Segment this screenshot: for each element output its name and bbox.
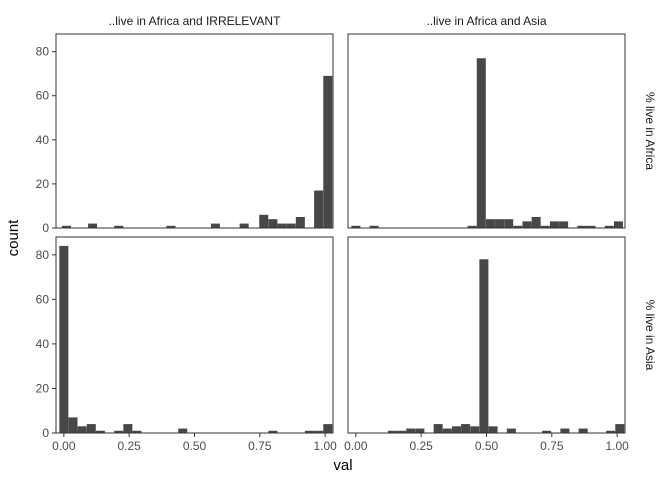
histogram-bar xyxy=(415,428,425,433)
histogram-bar xyxy=(606,430,616,433)
histogram-bar xyxy=(613,221,623,228)
histogram-bar xyxy=(397,430,407,433)
histogram-bar xyxy=(323,424,333,433)
histogram-bar xyxy=(504,219,514,228)
histogram-bar xyxy=(95,430,105,433)
y-tick-label: 80 xyxy=(36,45,50,59)
x-tick-label: 0.75 xyxy=(248,439,272,453)
histogram-bar xyxy=(239,223,249,228)
x-tick-label: 1.00 xyxy=(313,439,337,453)
histogram-bar xyxy=(59,245,69,433)
histogram-bar xyxy=(560,428,570,433)
histogram-bar xyxy=(522,221,532,228)
histogram-bar xyxy=(559,221,569,228)
panel-border xyxy=(55,33,334,229)
histogram-bar xyxy=(286,223,296,228)
histogram-bar xyxy=(88,223,98,228)
y-tick-label: 20 xyxy=(36,177,50,191)
x-tick-label: 0.50 xyxy=(183,439,207,453)
histogram-bar xyxy=(314,430,324,433)
histogram-bar xyxy=(488,426,498,433)
row-facet-label: % live in Asia xyxy=(643,300,657,371)
histogram-bar xyxy=(506,428,516,433)
histogram-bar xyxy=(578,428,588,433)
x-tick-label: 0.25 xyxy=(117,439,141,453)
histogram-bar xyxy=(277,223,287,228)
histogram-bar xyxy=(68,417,78,433)
histogram-bar xyxy=(406,428,416,433)
histogram-bar xyxy=(531,216,541,228)
y-tick-label: 60 xyxy=(36,292,50,306)
histogram-bar xyxy=(485,219,495,228)
histogram-bar xyxy=(577,225,587,228)
histogram-bar xyxy=(259,214,269,228)
column-facet-label: ..live in Africa and Asia xyxy=(426,14,546,28)
histogram-bar xyxy=(479,259,489,433)
y-tick-label: 40 xyxy=(36,337,50,351)
histogram-bar xyxy=(451,426,461,433)
histogram-bar xyxy=(77,426,87,433)
column-facet-label: ..live in Africa and IRRELEVANT xyxy=(109,14,282,28)
x-tick-label: 1.00 xyxy=(605,439,629,453)
histogram-bar xyxy=(351,225,361,228)
histogram-bar xyxy=(513,225,523,228)
histogram-bar xyxy=(369,225,379,228)
histogram-bar xyxy=(166,225,176,228)
histogram-bar xyxy=(542,430,552,433)
y-tick-label: 40 xyxy=(36,133,50,147)
panel-border xyxy=(347,33,626,229)
y-axis-label: count xyxy=(5,219,22,257)
y-tick-label: 20 xyxy=(36,381,50,395)
histogram-bar xyxy=(86,424,96,433)
x-tick-label: 0.00 xyxy=(344,439,368,453)
x-tick-label: 0.00 xyxy=(52,439,76,453)
histogram-bar xyxy=(604,225,614,228)
histogram-bar xyxy=(323,75,333,228)
y-tick-label: 60 xyxy=(36,89,50,103)
x-tick-label: 0.25 xyxy=(409,439,433,453)
histogram-bar xyxy=(470,426,480,433)
histogram-bar xyxy=(540,225,550,228)
histogram-bar xyxy=(114,225,124,228)
row-facet-label: % live in Africa xyxy=(643,92,657,170)
histogram-bar xyxy=(433,424,443,433)
histogram-bar xyxy=(114,430,124,433)
histogram-bar xyxy=(586,225,596,228)
histogram-bar xyxy=(615,424,625,433)
y-tick-label: 0 xyxy=(42,426,49,440)
histogram-bar xyxy=(178,428,188,433)
x-tick-label: 0.75 xyxy=(540,439,564,453)
x-tick-label: 0.50 xyxy=(475,439,499,453)
histogram-bar xyxy=(295,216,305,228)
y-tick-label: 0 xyxy=(42,221,49,235)
histogram-bar xyxy=(314,190,324,228)
histogram-bar xyxy=(549,221,559,228)
y-tick-label: 80 xyxy=(36,248,50,262)
histogram-bar xyxy=(442,428,452,433)
histogram-bar xyxy=(61,225,71,228)
histogram-bar xyxy=(467,225,477,228)
panel-border xyxy=(55,236,334,434)
histogram-bar xyxy=(268,430,278,433)
histogram-bar xyxy=(461,424,471,433)
histogram-bar xyxy=(304,430,314,433)
histogram-bar xyxy=(495,219,505,228)
x-axis-label: val xyxy=(333,457,352,474)
histogram-bar xyxy=(268,219,278,228)
histogram-bar xyxy=(123,424,133,433)
histogram-bar xyxy=(387,430,397,433)
histogram-bar xyxy=(132,430,142,433)
histogram-bar xyxy=(210,223,220,228)
histogram-bar xyxy=(476,58,486,228)
